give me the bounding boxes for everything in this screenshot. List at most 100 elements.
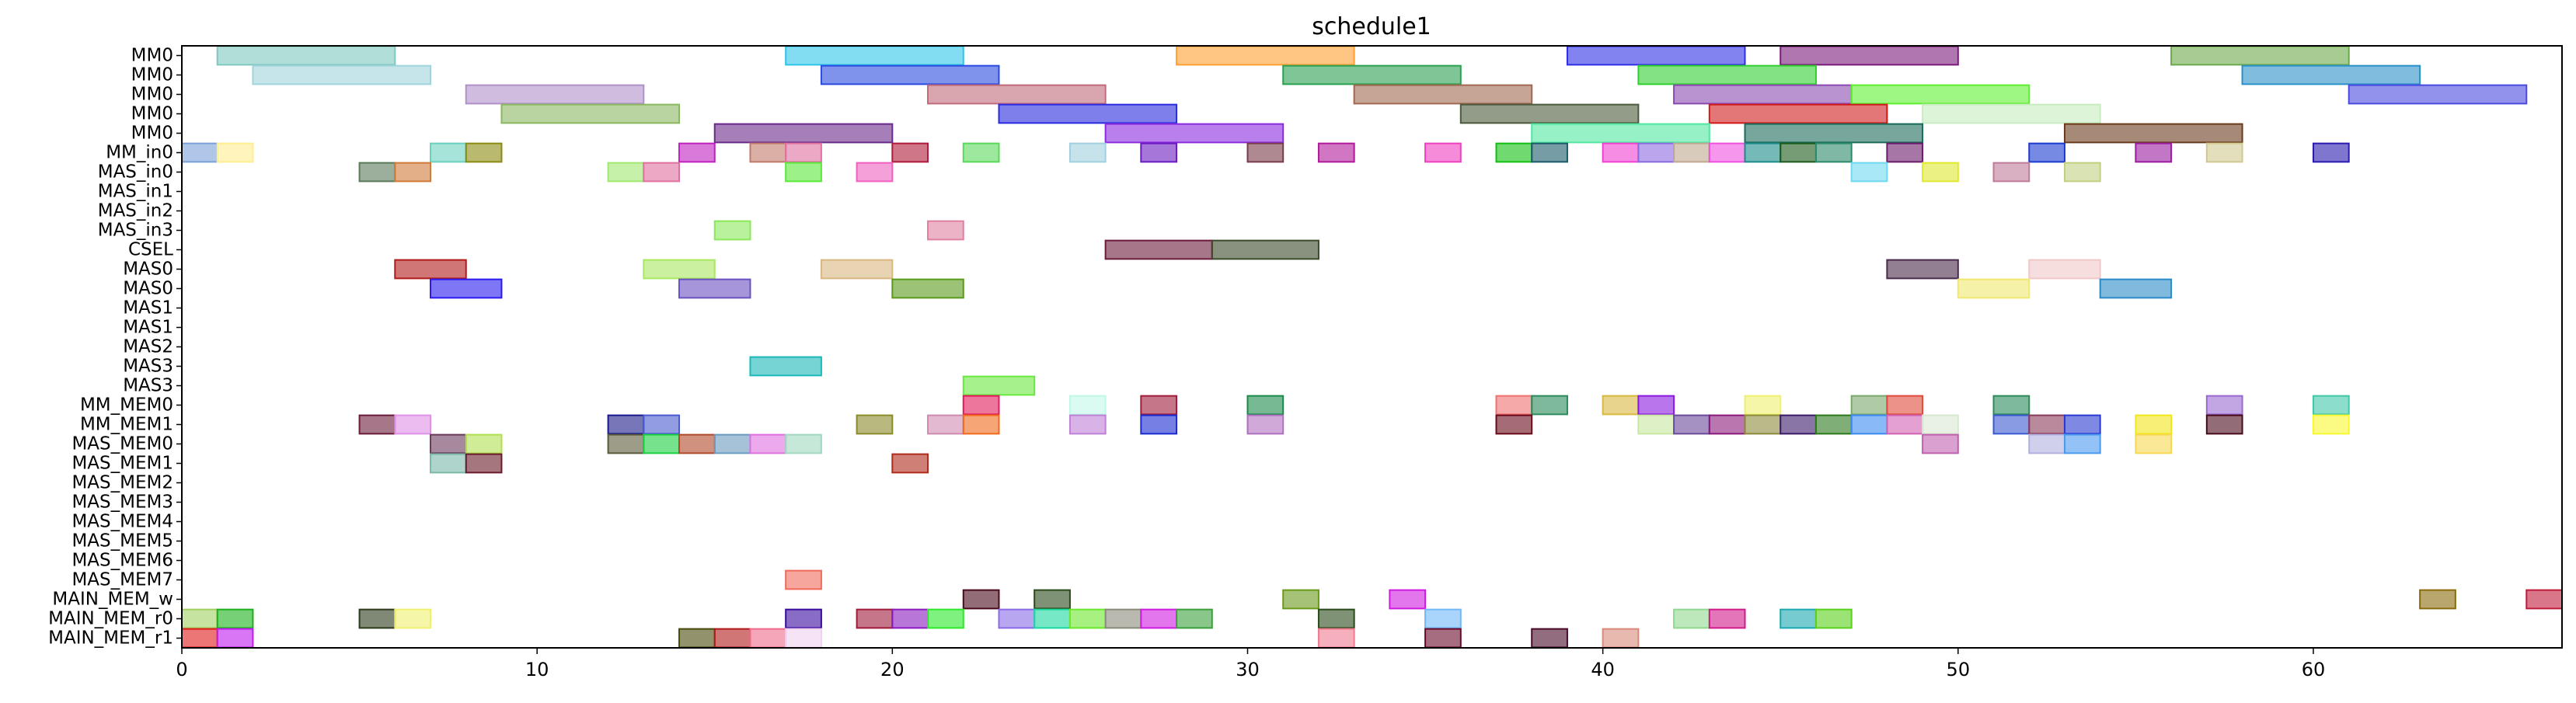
task-bar — [216, 628, 254, 649]
task-bar — [465, 142, 503, 163]
task-bar — [1068, 142, 1107, 163]
task-bar — [820, 259, 894, 280]
x-tick-label: 0 — [176, 659, 187, 680]
task-bar — [1246, 395, 1285, 416]
task-bar — [2063, 162, 2101, 183]
task-bar — [1353, 84, 1533, 105]
row-label: MAS_MEM4 — [71, 512, 173, 532]
task-bar — [1708, 103, 1888, 124]
task-bar — [465, 453, 503, 474]
task-bar — [962, 414, 1000, 435]
task-bar — [1104, 123, 1285, 144]
task-bar — [1886, 259, 1959, 280]
task-bar — [962, 395, 1000, 416]
task-bar — [1317, 628, 1355, 649]
row-labels: MM0MM0MM0MM0MM0MM_in0MAS_in0MAS_in1MAS_i… — [48, 46, 182, 649]
task-bar — [713, 123, 894, 144]
task-bar — [1992, 162, 2030, 183]
task-bar — [2028, 142, 2065, 163]
task-bar — [1602, 628, 1640, 649]
task-bar — [1779, 414, 1817, 435]
row-label: MAS_in0 — [98, 162, 173, 183]
task-bar — [1850, 162, 1888, 183]
task-bar — [927, 220, 964, 241]
task-bar — [2525, 589, 2564, 610]
task-bar — [1424, 142, 1462, 163]
task-bar — [2028, 259, 2101, 280]
task-bar — [216, 608, 254, 629]
task-bar — [2312, 414, 2350, 435]
task-bar — [1708, 608, 1746, 629]
task-bar — [1424, 628, 1462, 649]
task-bar — [1531, 628, 1568, 649]
task-bar — [1140, 608, 1178, 629]
task-bar — [1531, 123, 1710, 144]
task-bar — [713, 628, 751, 649]
task-bar — [1708, 142, 1746, 163]
task-bar — [1246, 142, 1285, 163]
row-label: MAS_MEM5 — [71, 531, 173, 552]
task-bar — [785, 608, 822, 629]
row-label: MM_MEM0 — [80, 395, 173, 416]
task-bar — [1424, 608, 1462, 629]
task-bar — [430, 433, 467, 454]
task-bar — [500, 103, 681, 124]
row-label: MAS3 — [123, 357, 173, 377]
task-bar — [1317, 142, 1355, 163]
task-bar — [2170, 45, 2350, 66]
task-bar — [1814, 142, 1853, 163]
task-bar — [856, 162, 894, 183]
task-bar — [1637, 64, 1817, 85]
x-tick-label: 30 — [1236, 659, 1260, 680]
task-bar — [1673, 414, 1710, 435]
task-bar — [2205, 414, 2243, 435]
row-label: MAS_MEM1 — [71, 454, 173, 474]
row-label: MAS_MEM0 — [71, 434, 173, 454]
row-label: MM0 — [131, 46, 173, 66]
task-bar — [785, 628, 822, 649]
task-bar — [1140, 142, 1178, 163]
task-bar — [1744, 395, 1782, 416]
task-bar — [1068, 395, 1107, 416]
x-axis-ticks: 0 10 20 30 40 50 60 — [176, 648, 2325, 680]
row-label: MAS3 — [123, 376, 173, 396]
task-bar — [2028, 414, 2065, 435]
task-bar — [1673, 142, 1710, 163]
task-bar — [998, 608, 1036, 629]
task-bar — [358, 162, 396, 183]
task-bar — [891, 142, 929, 163]
task-bar — [713, 220, 751, 241]
task-bar — [607, 414, 645, 435]
task-bar — [1922, 162, 1959, 183]
task-bar — [962, 375, 1036, 396]
task-bar — [216, 45, 396, 66]
task-bar — [1922, 433, 1959, 454]
task-bar — [181, 628, 218, 649]
task-bar — [1673, 608, 1710, 629]
row-label: MAS_in1 — [98, 182, 173, 202]
task-bars — [181, 45, 2564, 649]
row-label: MAS_MEM3 — [71, 492, 173, 513]
task-bar — [1389, 589, 1427, 610]
task-bar — [891, 278, 964, 299]
task-bar — [1850, 395, 1888, 416]
task-bar — [2419, 589, 2456, 610]
task-bar — [1637, 142, 1675, 163]
x-tick-label: 60 — [2302, 659, 2326, 680]
x-tick-label: 50 — [1947, 659, 1971, 680]
task-bar — [1886, 395, 1924, 416]
plot-frame — [181, 45, 2563, 649]
task-bar — [1744, 142, 1782, 163]
task-bar — [1282, 589, 1319, 610]
task-bar — [713, 433, 751, 454]
task-bar — [2028, 433, 2065, 454]
task-bar — [785, 433, 822, 454]
row-label: MAS0 — [123, 279, 173, 299]
task-bar — [1744, 414, 1782, 435]
task-bar — [2135, 433, 2173, 454]
task-bar — [607, 162, 645, 183]
task-bar — [1814, 608, 1853, 629]
task-bar — [1211, 239, 1319, 260]
